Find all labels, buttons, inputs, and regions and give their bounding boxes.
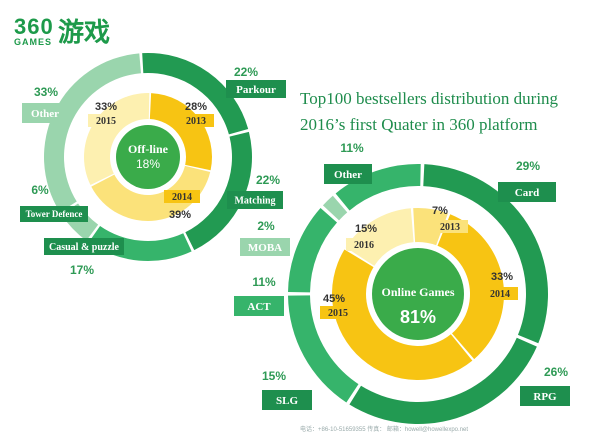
outer-label-moba-box [240, 238, 290, 256]
outer-pct-act: 11% [252, 275, 276, 289]
outer-pct-parkour: 22% [234, 65, 258, 79]
outer-label-act-box [234, 296, 284, 316]
inner-label-2015: 2015 [328, 308, 348, 319]
inner-pct-2014: 33% [491, 271, 513, 283]
outer-pct-other: 11% [340, 141, 364, 155]
outer-slice-act [288, 208, 338, 293]
inner-label-2013-box [178, 114, 214, 127]
outer-label-casual-puzzle: Casual & puzzle [49, 242, 120, 253]
outer-pct-rpg: 26% [544, 365, 568, 379]
outer-slice-other [44, 53, 141, 213]
logo-number: 360 [14, 14, 54, 39]
center-circle [116, 125, 180, 189]
inner-pct-2014: 39% [169, 209, 191, 221]
inner-pct-2013: 7% [432, 205, 448, 217]
logo-chinese-text: 游戏 [58, 18, 111, 48]
inner-label-2014: 2014 [172, 192, 192, 203]
inner-pct-2015: 33% [95, 101, 117, 113]
outer-slice-matching [185, 131, 252, 251]
inner-slice-2013 [413, 208, 448, 246]
offline-center-value: 18% [136, 157, 160, 171]
outer-label-card: Card [515, 187, 539, 199]
outer-label-tower-defence-box [20, 206, 88, 222]
outer-label-rpg-box [520, 386, 570, 406]
outer-slice-moba [322, 195, 348, 221]
inner-label-2015-box [88, 114, 124, 127]
inner-label-2013: 2013 [440, 222, 460, 233]
inner-pct-2015: 45% [323, 293, 345, 305]
outer-slice-slg [288, 295, 359, 403]
chart-title-line-1: Top100 bestsellers distribution during [300, 89, 559, 108]
inner-label-2013: 2013 [186, 116, 206, 127]
outer-label-rpg: RPG [533, 391, 557, 403]
inner-slice-2015 [331, 249, 473, 381]
outer-pct-other: 33% [34, 85, 58, 99]
outer-label-other-box [22, 103, 68, 123]
logo-games-text: GAMES [14, 37, 53, 47]
outer-label-casual-puzzle-box [44, 238, 124, 255]
inner-label-2013-box [432, 220, 468, 233]
outer-label-moba: MOBA [248, 242, 282, 254]
center-circle [372, 248, 464, 340]
inner-label-2016: 2016 [354, 240, 374, 251]
inner-label-2015: 2015 [96, 116, 116, 127]
outer-label-matching: Matching [234, 196, 275, 207]
inner-slice-2013 [149, 93, 212, 171]
outer-slice-parkour [142, 53, 249, 135]
inner-label-2015-box [320, 306, 356, 319]
inner-slice-2016 [345, 208, 414, 266]
inner-label-2014: 2014 [490, 289, 510, 300]
outer-pct-matching: 22% [256, 173, 280, 187]
inner-label-2016-box [346, 238, 382, 251]
inner-slice-2014 [437, 214, 504, 360]
outer-pct-slg: 15% [262, 369, 286, 383]
outer-label-matching-box [227, 191, 283, 209]
outer-label-act: ACT [247, 301, 271, 313]
outer-slice-card [423, 164, 548, 344]
outer-pct-moba: 2% [257, 219, 275, 233]
outer-label-other: Other [31, 108, 59, 120]
inner-pct-2013: 28% [185, 101, 207, 113]
inner-pct-2016: 15% [355, 223, 377, 235]
outer-pct-casual-puzzle: 17% [70, 263, 94, 277]
outer-label-other: Other [334, 169, 362, 181]
outer-label-card-box [498, 182, 556, 202]
outer-label-slg: SLG [276, 395, 298, 407]
chart-title: Top100 bestsellers distribution during 2… [300, 86, 600, 138]
outer-label-tower-defence: Tower Defence [26, 209, 83, 219]
outer-label-parkour: Parkour [236, 84, 276, 96]
inner-slice-2014 [91, 165, 211, 221]
outer-slice-other [335, 164, 421, 211]
outer-slice-rpg [349, 337, 537, 425]
outer-pct-card: 29% [516, 159, 540, 173]
inner-label-2014-box [482, 287, 518, 300]
outer-label-parkour-box [226, 80, 286, 98]
online-center-value: 81% [400, 307, 436, 327]
outer-label-other-box [324, 164, 372, 184]
online-center-label: Online Games [381, 285, 454, 299]
outer-label-slg-box [262, 390, 312, 410]
outer-pct-tower-defence: 6% [31, 183, 49, 197]
chart-title-line-2: 2016’s first Quater in 360 platform [300, 115, 538, 134]
inner-label-2014-box [164, 190, 200, 203]
footer-contact: 电话：+86-10-51659355 传真： 邮箱：howell@howelle… [300, 427, 469, 433]
offline-center-label: Off-line [128, 142, 169, 156]
online-chart: Online Games 81% 29% Card 26% RPG 15% SLG 11% ACT… [234, 141, 570, 425]
